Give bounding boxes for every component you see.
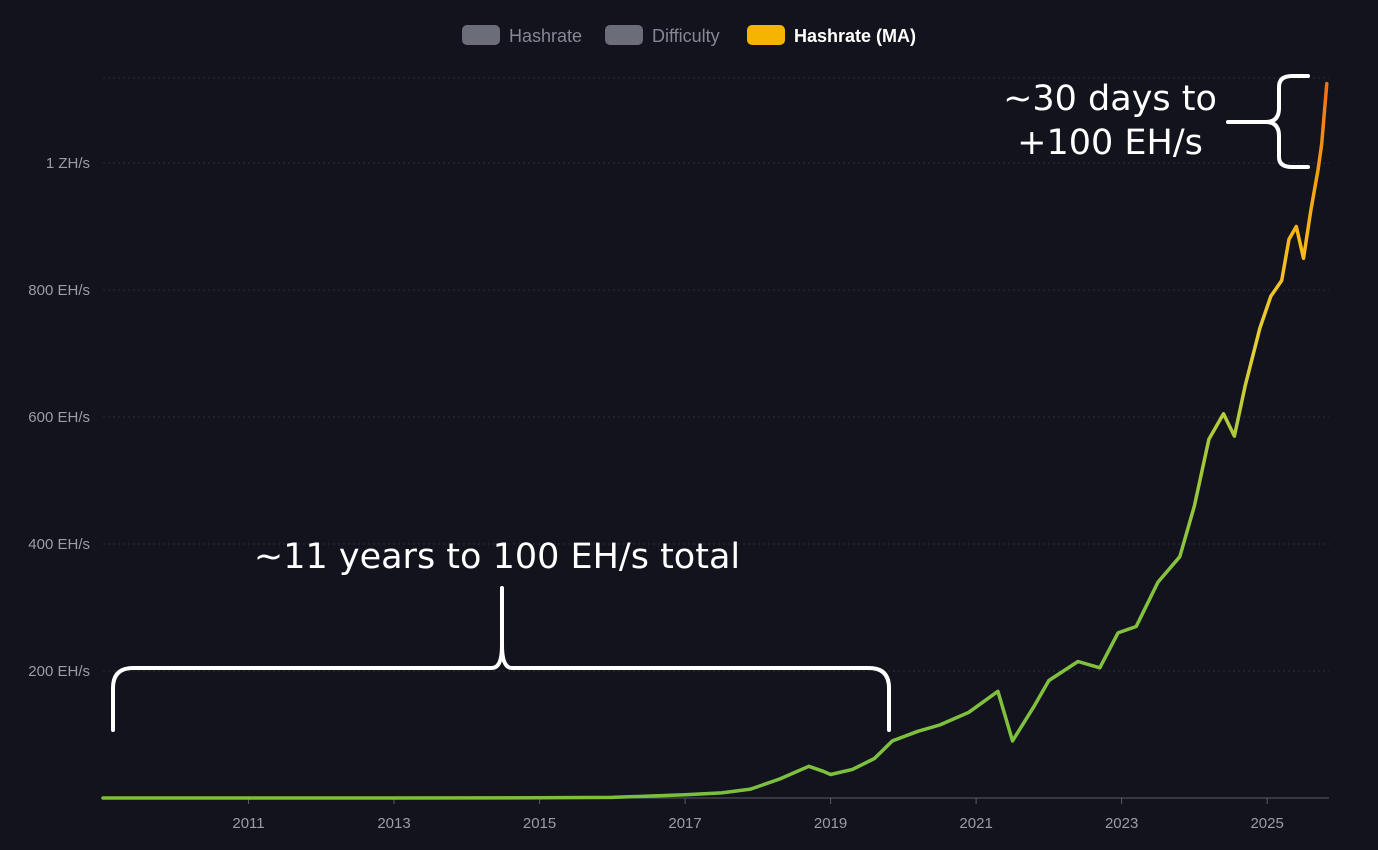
x-tick-label: 2013 [377,815,410,832]
y-tick-label: 200 EH/s [28,663,90,680]
legend-label-difficulty: Difficulty [652,26,720,46]
right-brace [1226,74,1310,169]
left-brace-annotation: ~11 years to 100 EH/s total [111,537,891,732]
x-tick-label: 2017 [668,815,701,832]
x-tick-label: 2021 [959,815,992,832]
y-axis: 200 EH/s 400 EH/s 600 EH/s 800 EH/s 1 ZH/s [28,155,90,680]
x-tick-label: 2019 [814,815,847,832]
legend-swatch-difficulty [605,25,643,45]
right-brace-label-line1: ~30 days to [1003,79,1217,119]
y-tick-label: 600 EH/s [28,409,90,426]
series-line-hashrate-ma [101,81,1329,800]
legend-item-hashrate-ma[interactable]: Hashrate (MA) [747,25,916,46]
x-tick-label: 2025 [1250,815,1283,832]
legend-label-hashrate-ma: Hashrate (MA) [794,26,916,46]
y-tick-label: 400 EH/s [28,536,90,553]
legend-item-hashrate[interactable]: Hashrate [462,25,582,46]
right-brace-label-line2: +100 EH/s [1017,123,1203,163]
legend: Hashrate Difficulty Hashrate (MA) [462,25,916,46]
x-tick-label: 2015 [523,815,556,832]
right-brace-annotation: ~30 days to +100 EH/s [1003,74,1310,169]
series-layer [101,81,1329,800]
x-axis: 2011 2013 2015 2017 2019 2021 2023 2025 [103,797,1329,832]
legend-swatch-hashrate-ma [747,25,785,45]
left-brace-label: ~11 years to 100 EH/s total [254,537,740,577]
gridlines [103,77,1329,672]
y-tick-label: 800 EH/s [28,282,90,299]
y-tick-label: 1 ZH/s [46,155,90,172]
x-tick-label: 2011 [232,815,264,832]
legend-label-hashrate: Hashrate [509,26,582,46]
legend-swatch-hashrate [462,25,500,45]
left-brace [111,586,891,732]
legend-item-difficulty[interactable]: Difficulty [605,25,720,46]
x-tick-label: 2023 [1105,815,1138,832]
